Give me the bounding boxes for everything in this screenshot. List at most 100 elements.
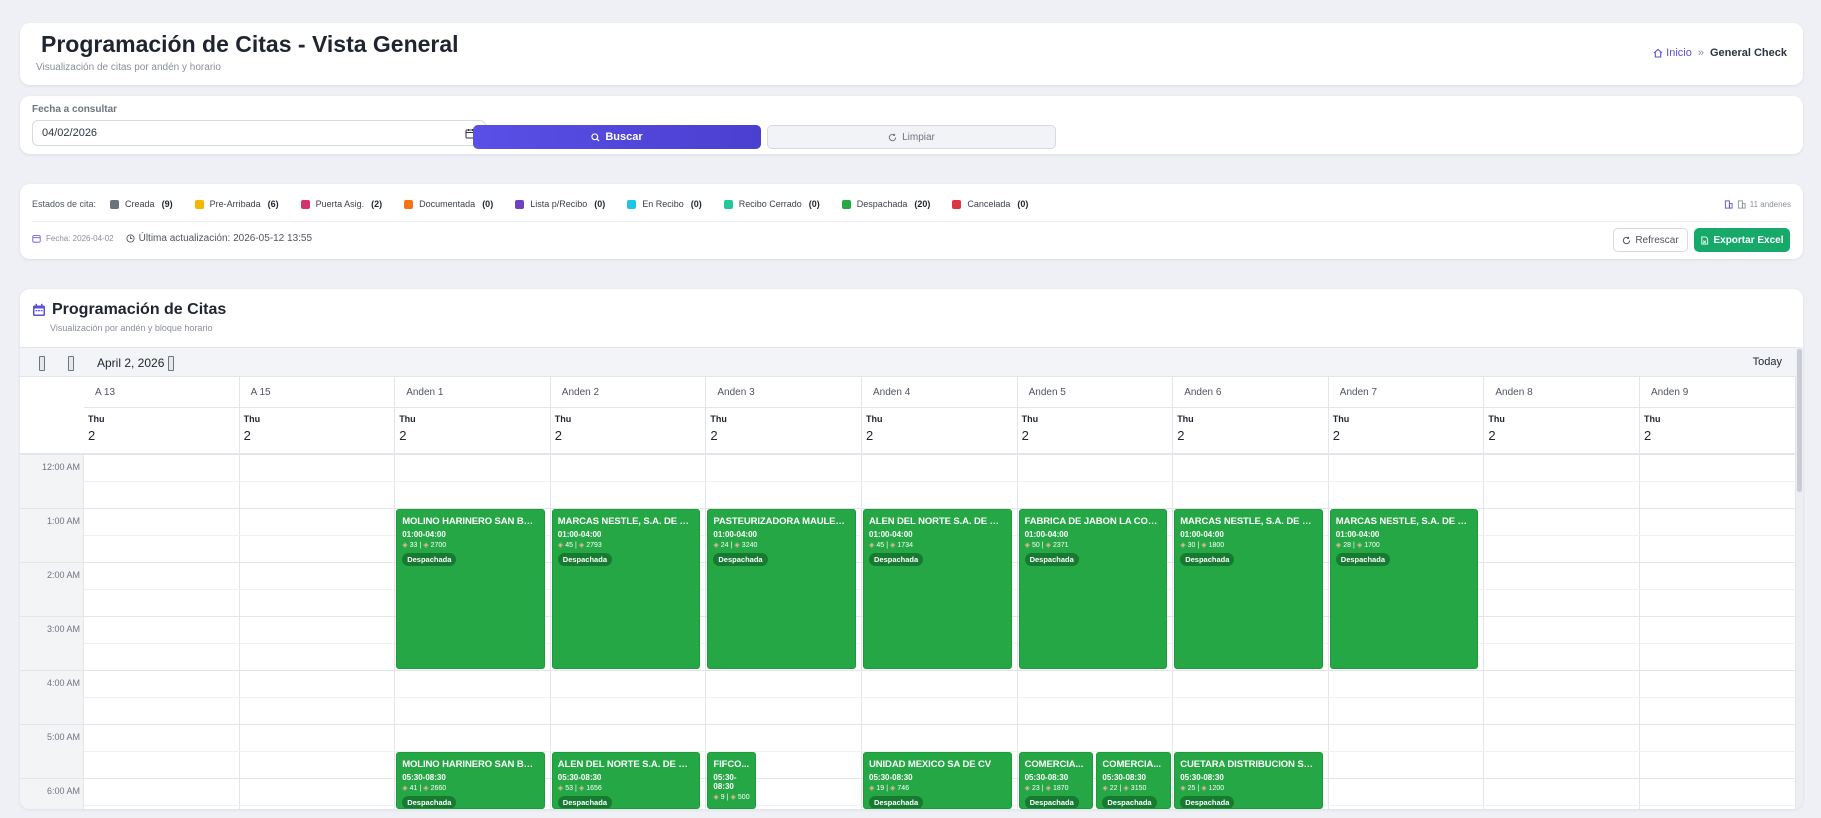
appointment-card[interactable]: ALEN DEL NORTE S.A. DE C.V. 01:00-04:00 ◈ 4… — [863, 509, 1012, 669]
resource-header: Anden 5 — [1017, 377, 1173, 408]
breadcrumb-home[interactable]: Inicio — [1653, 47, 1692, 59]
resource-header: Anden 2 — [550, 377, 706, 408]
date-input[interactable]: 04/02/2026 — [32, 120, 486, 146]
status-legend-label: Pre-Arribada — [209, 199, 261, 209]
box-icon: ◈ — [1180, 785, 1186, 792]
appointment-card[interactable]: FIFCO... 05:30-08:30 ◈ 9 | ◈ 500 — [707, 752, 756, 809]
day-header: Thu 2 — [706, 408, 861, 454]
date-picker-button[interactable] — [168, 356, 174, 371]
prev-day-button[interactable] — [39, 356, 45, 371]
page-header: Programación de Citas - Vista General Vi… — [20, 23, 1803, 85]
appointment-boxes: 45 — [876, 541, 885, 549]
appointment-supplier: MOLINO HARINERO SAN BLA... — [402, 516, 539, 527]
status-legend: Creada (9) Pre-Arribada (6) Puerta Asig. (2) D… — [110, 199, 1028, 209]
appointment-units: 2700 — [430, 541, 447, 549]
appointment-card[interactable]: COMERCIA... 05:30-08:30 ◈ 22 | ◈ 3150 Despachad… — [1096, 752, 1172, 809]
metric-separator: | — [574, 784, 577, 792]
status-badge: Despachada — [1180, 796, 1235, 808]
metric-separator: | — [1352, 541, 1355, 549]
appointment-units: 2660 — [430, 784, 447, 792]
resource-header: A 15 — [239, 377, 395, 408]
appointment-supplier: ALEN DEL NORTE S.A. DE C.V. — [557, 759, 695, 770]
scrollbar-thumb[interactable] — [1797, 349, 1802, 492]
export-excel-button[interactable]: Exportar Excel — [1694, 228, 1790, 252]
appointment-card[interactable]: MARCAS NESTLE, S.A. DE C.V. 01:00-04:00 ◈ 2… — [1329, 509, 1479, 669]
today-button[interactable]: Today — [1752, 356, 1782, 368]
weight-icon: ◈ — [1201, 785, 1207, 792]
day-header: Thu 2 — [862, 408, 1017, 454]
metric-separator: | — [1041, 541, 1044, 549]
appointment-boxes: 9 — [720, 793, 725, 801]
status-badge: Despachada — [869, 553, 924, 566]
status-legend-count: (6) — [267, 199, 279, 209]
resource-header: Anden 8 — [1484, 377, 1639, 408]
hour-gridline — [20, 724, 1796, 725]
appointment-supplier: CUETARA DISTRIBUCION SA ... — [1180, 759, 1317, 770]
hour-gridline — [20, 508, 1796, 509]
search-icon — [591, 132, 600, 142]
appointment-card[interactable]: MARCAS NESTLE, S.A. DE C.V. 01:00-04:00 ◈ 3… — [1174, 509, 1323, 669]
resource-column: Anden 1 Thu 2 — [395, 377, 551, 809]
appointment-boxes: 45 — [565, 541, 573, 549]
appointment-boxes: 25 — [1187, 784, 1196, 792]
resource-header: Anden 6 — [1173, 377, 1328, 408]
status-legend-item: Documentada (0) — [404, 199, 493, 209]
appointment-card[interactable]: MOLINO HARINERO SAN BLA... 01:00-04:00 ◈ 33… — [396, 509, 545, 669]
appointment-card[interactable]: MOLINO HARINERO SAN BLA... 05:30-08:30 ◈ 41… — [396, 752, 545, 809]
box-icon: ◈ — [402, 542, 408, 549]
time-slot-label: 3:00 AM — [46, 624, 80, 634]
building-icon — [1737, 199, 1746, 209]
calendar-subtitle: Visualización por andén y bloque horario — [50, 323, 213, 333]
box-icon: ◈ — [557, 542, 564, 549]
vertical-scrollbar[interactable] — [1796, 347, 1803, 809]
appointment-metrics: ◈ 30 | ◈ 1800 — [1180, 541, 1317, 550]
appointment-metrics: ◈ 45 | ◈ 2793 — [557, 541, 695, 550]
appointment-card[interactable]: PASTEURIZADORA MAULEC ... 01:00-04:00 ◈ 24 |… — [707, 509, 856, 669]
refresh-icon — [1623, 236, 1631, 244]
breadcrumb: Inicio » General Check — [1653, 47, 1787, 59]
metric-separator: | — [1197, 541, 1200, 549]
appointment-supplier: COMERCIA... — [1102, 759, 1161, 770]
clock-icon — [126, 234, 135, 243]
day-name: Thu — [88, 414, 105, 424]
last-updated: Última actualización: 2026-05-12 13:55 — [126, 233, 312, 244]
day-number: 2 — [1332, 428, 1341, 443]
time-slot-label: 12:00 AM — [41, 462, 80, 472]
status-legend-label: Despachada — [856, 199, 908, 209]
appointment-card[interactable]: COMERCIA... 05:30-08:30 ◈ 23 | ◈ 1870 Despachad… — [1018, 752, 1094, 809]
refresh-button[interactable]: Refrescar — [1613, 228, 1688, 252]
appointment-supplier: FABRICA DE JABON LA COR... — [1024, 516, 1162, 527]
status-legend-label: En Recibo — [642, 199, 684, 209]
appointment-time: 01:00-04:00 — [713, 530, 757, 539]
appointment-units: 2371 — [1053, 541, 1069, 549]
day-name: Thu — [1177, 414, 1194, 424]
appointment-time: 01:00-04:00 — [1335, 530, 1380, 539]
status-color-swatch — [300, 199, 310, 209]
appointment-card[interactable]: FABRICA DE JABON LA COR... 01:00-04:00 ◈ 50… — [1018, 509, 1168, 669]
calendar-title: Programación de Citas — [32, 301, 226, 319]
appointment-card[interactable]: ALEN DEL NORTE S.A. DE C.V. 05:30-08:30 ◈ 5… — [551, 752, 701, 809]
appointment-card[interactable]: CUETARA DISTRIBUCION SA ... 05:30-08:30 ◈ 2… — [1174, 752, 1323, 809]
weight-icon: ◈ — [730, 794, 736, 801]
calendar-date-label: April 2, 2026 — [97, 356, 165, 370]
appointment-metrics: ◈ 41 | ◈ 2660 — [402, 784, 539, 793]
metric-separator: | — [574, 541, 577, 549]
status-badge: Despachada — [869, 796, 924, 808]
appointment-card[interactable]: UNIDAD MEXICO SA DE CV 05:30-08:30 ◈ 19 | ◈ 74… — [863, 752, 1012, 809]
box-icon: ◈ — [869, 542, 875, 549]
day-name: Thu — [1644, 414, 1661, 424]
appointment-metrics: ◈ 9 | ◈ 500 — [713, 793, 749, 802]
appointment-metrics: ◈ 19 | ◈ 746 — [869, 784, 1006, 793]
page-subtitle: Visualización de citas por andén y horar… — [36, 62, 221, 73]
weight-icon: ◈ — [890, 785, 896, 792]
day-header: Thu 2 — [1484, 408, 1639, 454]
next-day-button[interactable] — [68, 356, 74, 371]
appointment-card[interactable]: MARCAS NESTLE, S.A. DE C.V. 01:00-04:00 ◈ 4… — [551, 509, 701, 669]
search-button[interactable]: Buscar — [473, 125, 761, 149]
divider — [32, 221, 1791, 222]
appointment-units: 2793 — [586, 541, 602, 549]
appointment-boxes: 24 — [720, 541, 729, 549]
status-legend-count: (0) — [594, 199, 606, 209]
appointment-time: 05:30-08:30 — [557, 773, 602, 782]
clear-button[interactable]: Limpiar — [767, 125, 1056, 149]
